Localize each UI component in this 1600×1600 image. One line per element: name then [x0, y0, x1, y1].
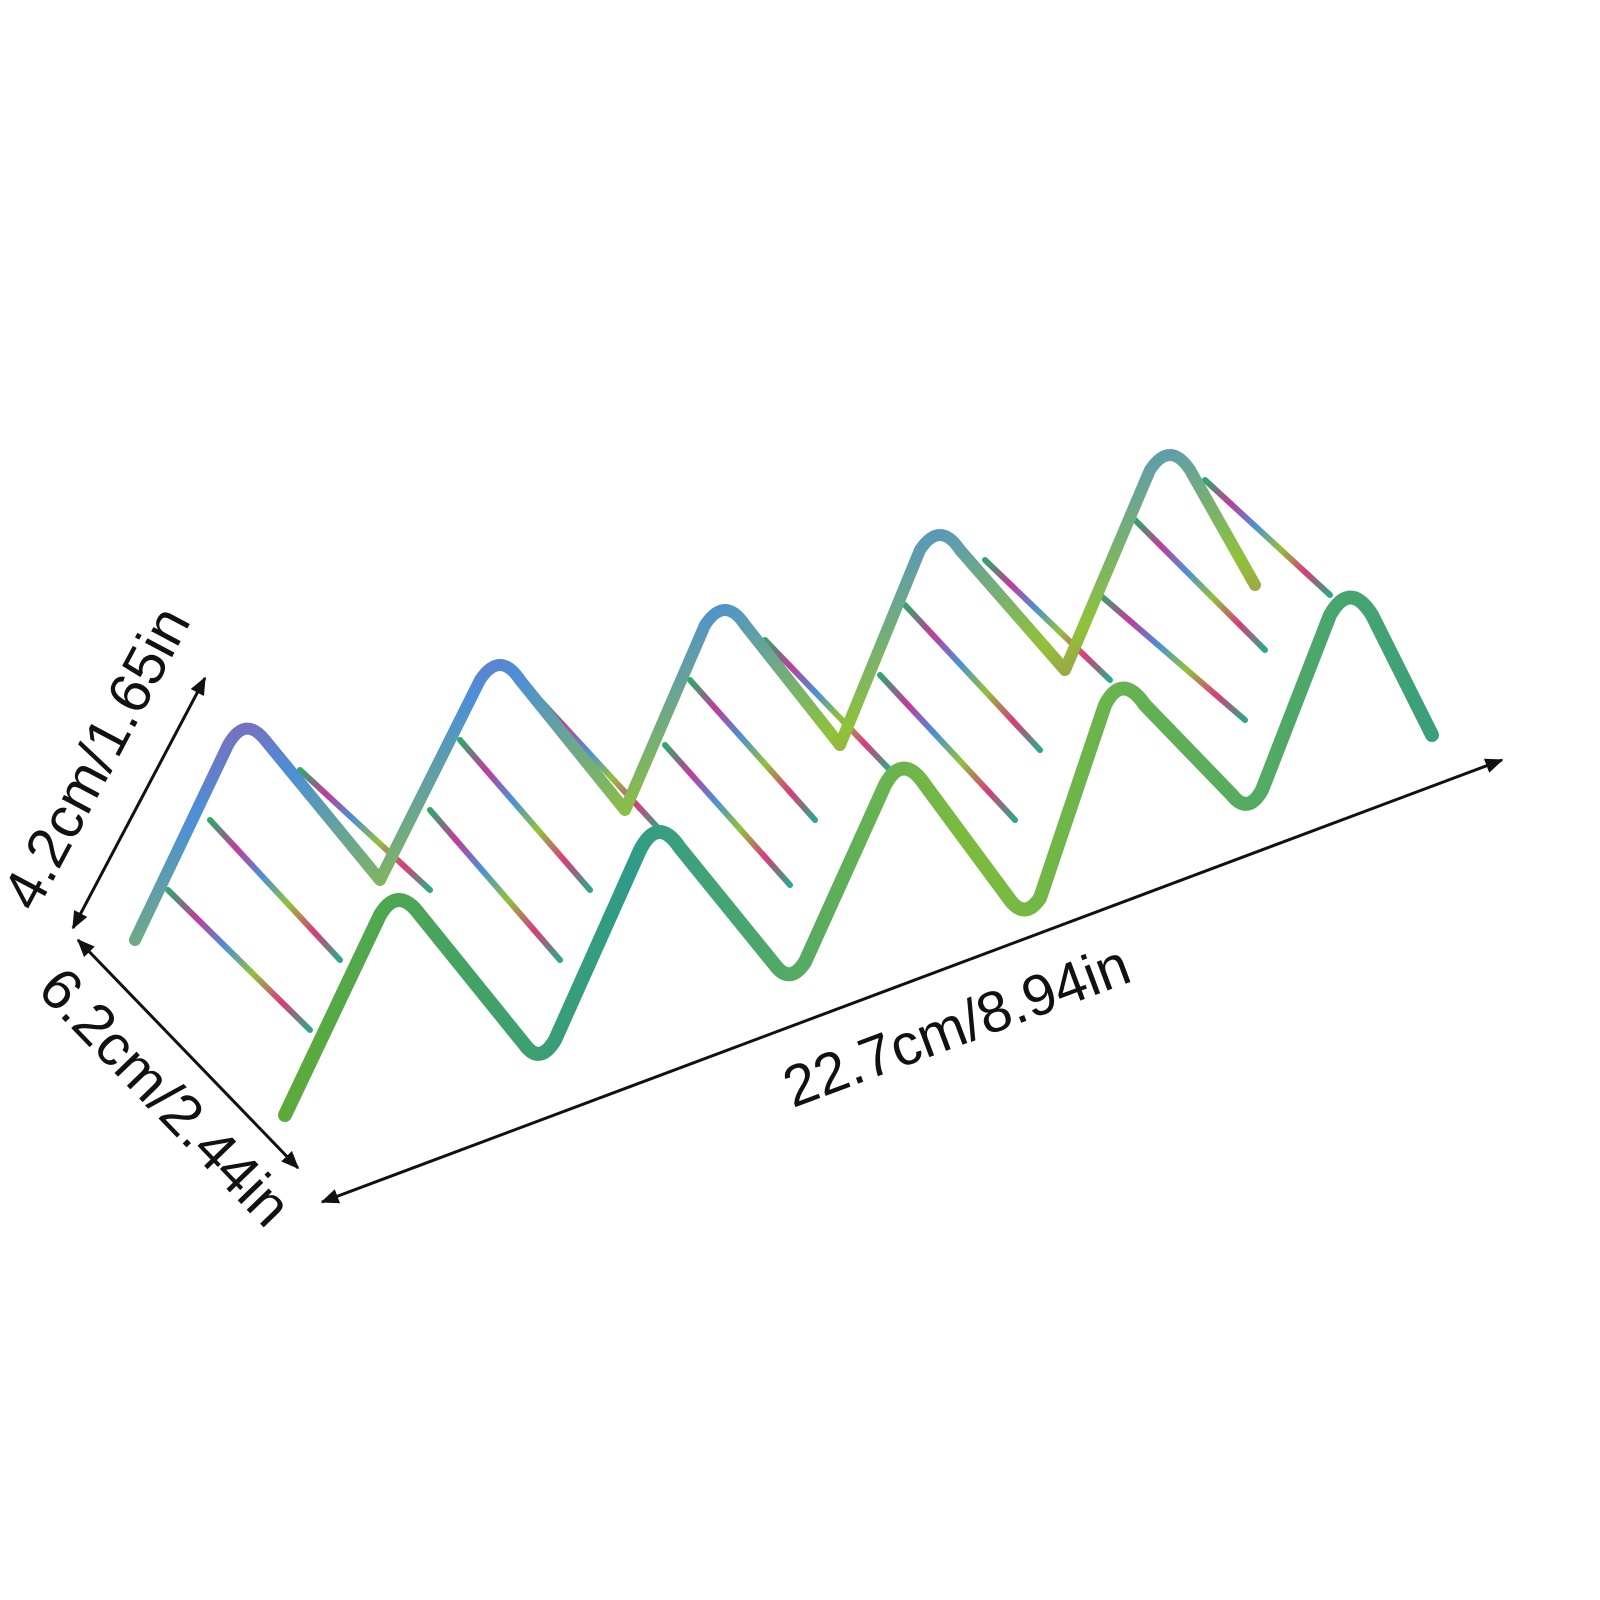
- length-arrow: [320, 758, 1504, 1204]
- height-arrow: [71, 676, 207, 930]
- taco-rack: [129, 449, 1439, 1122]
- depth-label: 6.2cm/2.44in: [26, 955, 303, 1239]
- crossbars: [165, 477, 1333, 1033]
- length-label: 22.7cm/8.94in: [775, 932, 1139, 1120]
- dimension-lines: [71, 676, 1504, 1204]
- back-wire: [129, 449, 1261, 946]
- depth-arrow: [76, 938, 300, 1170]
